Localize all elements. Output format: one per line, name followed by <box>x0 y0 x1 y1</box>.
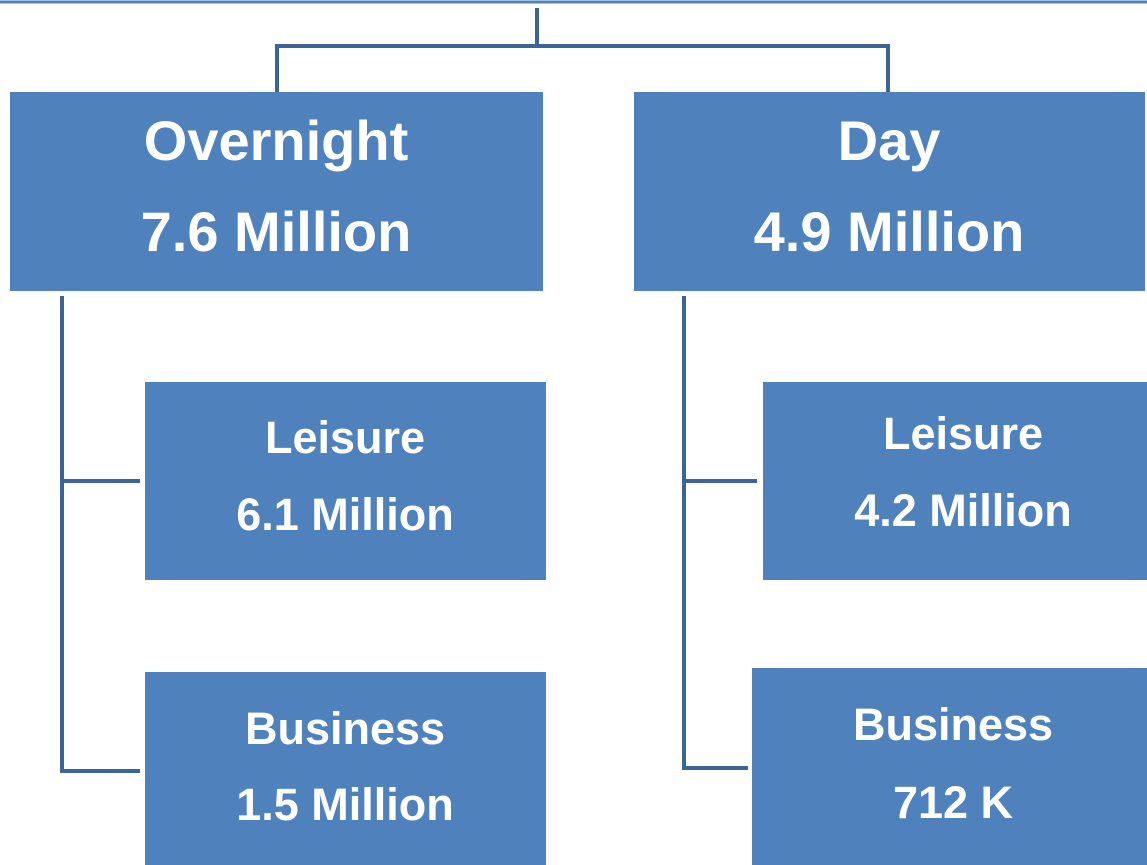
node-label: Business <box>245 703 445 754</box>
node-label: Day <box>838 109 941 172</box>
node-label: Leisure <box>265 412 425 463</box>
node-box <box>10 92 543 291</box>
node-box <box>763 382 1147 580</box>
node-value: 1.5 Million <box>236 779 454 830</box>
node-value: 4.9 Million <box>754 200 1025 263</box>
connector <box>275 8 890 92</box>
node: Day 4.9 Million <box>634 92 1145 291</box>
connector <box>60 296 140 773</box>
node-value: 7.6 Million <box>141 200 412 263</box>
node: Leisure 6.1 Million <box>145 382 546 580</box>
node-value: 4.2 Million <box>854 485 1072 536</box>
node-box <box>145 382 546 580</box>
node-box <box>752 668 1147 865</box>
node: Business 1.5 Million <box>145 672 546 865</box>
node-box <box>634 92 1145 291</box>
node: Business 712 K <box>752 668 1147 865</box>
node-label: Leisure <box>883 408 1043 459</box>
connector <box>682 296 757 770</box>
node: Overnight 7.6 Million <box>10 92 543 291</box>
node-label: Overnight <box>144 109 408 172</box>
node: Leisure 4.2 Million <box>763 382 1147 580</box>
node-box <box>145 672 546 865</box>
node-label: Business <box>853 699 1053 750</box>
node-value: 6.1 Million <box>236 489 454 540</box>
node-value: 712 K <box>893 777 1014 828</box>
